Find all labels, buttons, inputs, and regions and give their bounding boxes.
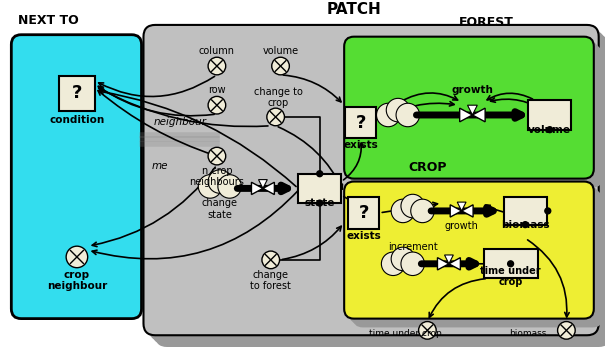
- Text: biomass: biomass: [508, 329, 546, 338]
- Text: biomass: biomass: [501, 220, 549, 230]
- FancyBboxPatch shape: [298, 174, 341, 203]
- Polygon shape: [462, 205, 473, 217]
- FancyBboxPatch shape: [155, 37, 610, 347]
- Text: change
to forest: change to forest: [251, 270, 291, 291]
- Circle shape: [396, 103, 420, 127]
- FancyBboxPatch shape: [149, 31, 604, 341]
- Text: NEXT TO: NEXT TO: [18, 14, 79, 27]
- Polygon shape: [457, 202, 466, 211]
- FancyBboxPatch shape: [347, 185, 597, 322]
- FancyBboxPatch shape: [152, 34, 607, 344]
- Polygon shape: [263, 182, 274, 195]
- Polygon shape: [437, 257, 449, 270]
- Circle shape: [381, 252, 405, 276]
- Circle shape: [545, 208, 551, 214]
- Polygon shape: [258, 180, 268, 188]
- Text: me: me: [152, 161, 168, 171]
- Circle shape: [547, 127, 553, 133]
- Text: crop
neighbour: crop neighbour: [47, 270, 107, 291]
- Text: change
state: change state: [202, 198, 238, 220]
- FancyBboxPatch shape: [484, 249, 538, 279]
- Text: CROP: CROP: [408, 161, 447, 174]
- FancyBboxPatch shape: [345, 107, 376, 138]
- Circle shape: [419, 322, 436, 339]
- Text: PATCH: PATCH: [327, 2, 381, 17]
- Circle shape: [208, 147, 225, 165]
- Text: state: state: [304, 198, 335, 208]
- Text: ?: ?: [359, 204, 369, 222]
- Text: neighbour: neighbour: [153, 117, 207, 127]
- Circle shape: [267, 108, 285, 126]
- Circle shape: [316, 200, 323, 206]
- Text: exists: exists: [343, 141, 378, 151]
- Text: column: column: [199, 46, 235, 56]
- Circle shape: [199, 175, 222, 198]
- Text: change to
crop: change to crop: [254, 86, 303, 108]
- Circle shape: [386, 98, 410, 122]
- Text: volume: volume: [263, 46, 299, 56]
- FancyBboxPatch shape: [12, 35, 142, 319]
- Polygon shape: [449, 257, 460, 270]
- Circle shape: [208, 170, 232, 193]
- FancyBboxPatch shape: [147, 28, 602, 338]
- Circle shape: [558, 322, 575, 339]
- FancyBboxPatch shape: [350, 187, 599, 324]
- Text: growth: growth: [445, 221, 478, 231]
- Text: n crop
neighbours: n crop neighbours: [189, 166, 244, 187]
- Text: volume: volume: [529, 125, 571, 135]
- Polygon shape: [459, 108, 472, 122]
- Polygon shape: [445, 255, 453, 264]
- Polygon shape: [252, 182, 263, 195]
- FancyBboxPatch shape: [353, 191, 602, 328]
- Text: condition: condition: [49, 115, 104, 125]
- Circle shape: [218, 175, 241, 198]
- Text: ?: ?: [71, 84, 82, 102]
- Circle shape: [391, 199, 415, 223]
- Circle shape: [208, 57, 225, 75]
- Circle shape: [376, 103, 400, 127]
- FancyBboxPatch shape: [350, 43, 599, 185]
- Text: exists: exists: [346, 230, 381, 240]
- Text: ?: ?: [356, 114, 366, 132]
- Circle shape: [508, 261, 513, 267]
- Text: increment: increment: [388, 242, 437, 252]
- Circle shape: [262, 251, 280, 269]
- FancyBboxPatch shape: [503, 197, 547, 225]
- FancyBboxPatch shape: [59, 76, 95, 111]
- Circle shape: [208, 96, 225, 114]
- FancyBboxPatch shape: [529, 100, 571, 130]
- Text: growth: growth: [452, 85, 493, 95]
- Text: time under
crop: time under crop: [480, 266, 541, 287]
- Circle shape: [272, 57, 290, 75]
- Circle shape: [316, 171, 323, 177]
- Polygon shape: [450, 205, 462, 217]
- FancyBboxPatch shape: [348, 197, 379, 229]
- FancyBboxPatch shape: [144, 25, 599, 335]
- Circle shape: [411, 199, 434, 223]
- FancyBboxPatch shape: [344, 37, 594, 179]
- FancyBboxPatch shape: [344, 181, 594, 319]
- Circle shape: [66, 246, 88, 268]
- Text: row: row: [208, 85, 225, 95]
- Text: time under crop: time under crop: [368, 329, 441, 338]
- Circle shape: [401, 252, 425, 276]
- Text: FOREST: FOREST: [459, 16, 514, 29]
- Circle shape: [522, 222, 529, 228]
- FancyBboxPatch shape: [353, 45, 602, 187]
- Polygon shape: [472, 108, 485, 122]
- Polygon shape: [467, 105, 477, 115]
- FancyBboxPatch shape: [347, 40, 597, 181]
- Circle shape: [391, 247, 415, 271]
- Circle shape: [401, 194, 425, 218]
